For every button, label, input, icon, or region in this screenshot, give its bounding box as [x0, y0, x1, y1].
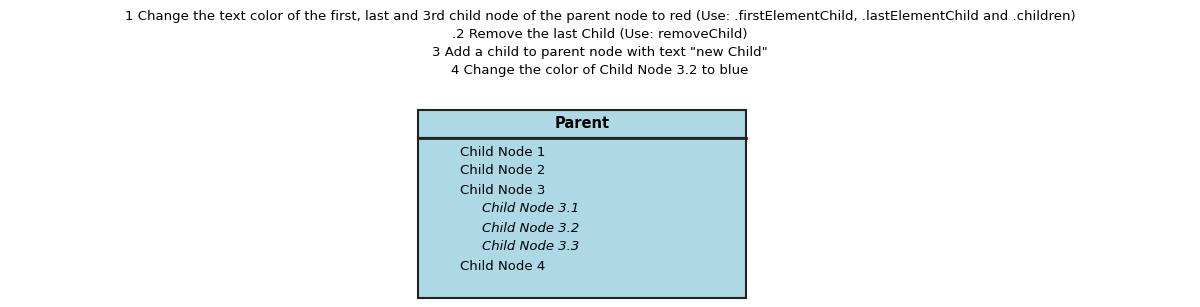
Text: Child Node 3.1: Child Node 3.1: [482, 203, 580, 216]
Text: 1 Change the text color of the first, last and 3rd child node of the parent node: 1 Change the text color of the first, la…: [125, 10, 1075, 23]
Text: Child Node 3.3: Child Node 3.3: [482, 240, 580, 254]
Text: Child Node 2: Child Node 2: [460, 165, 545, 177]
Text: .2 Remove the last Child (Use: removeChild): .2 Remove the last Child (Use: removeChi…: [452, 28, 748, 41]
Bar: [418, 138, 746, 298]
Text: 3 Add a child to parent node with text "new Child": 3 Add a child to parent node with text "…: [432, 46, 768, 59]
Text: Parent: Parent: [554, 116, 610, 131]
Bar: [418, 110, 746, 138]
Text: Child Node 3.2: Child Node 3.2: [482, 221, 580, 235]
Text: Child Node 4: Child Node 4: [460, 259, 545, 273]
Text: Child Node 1: Child Node 1: [460, 146, 545, 158]
Text: 4 Change the color of Child Node 3.2 to blue: 4 Change the color of Child Node 3.2 to …: [451, 64, 749, 77]
Text: Child Node 3: Child Node 3: [460, 184, 545, 196]
